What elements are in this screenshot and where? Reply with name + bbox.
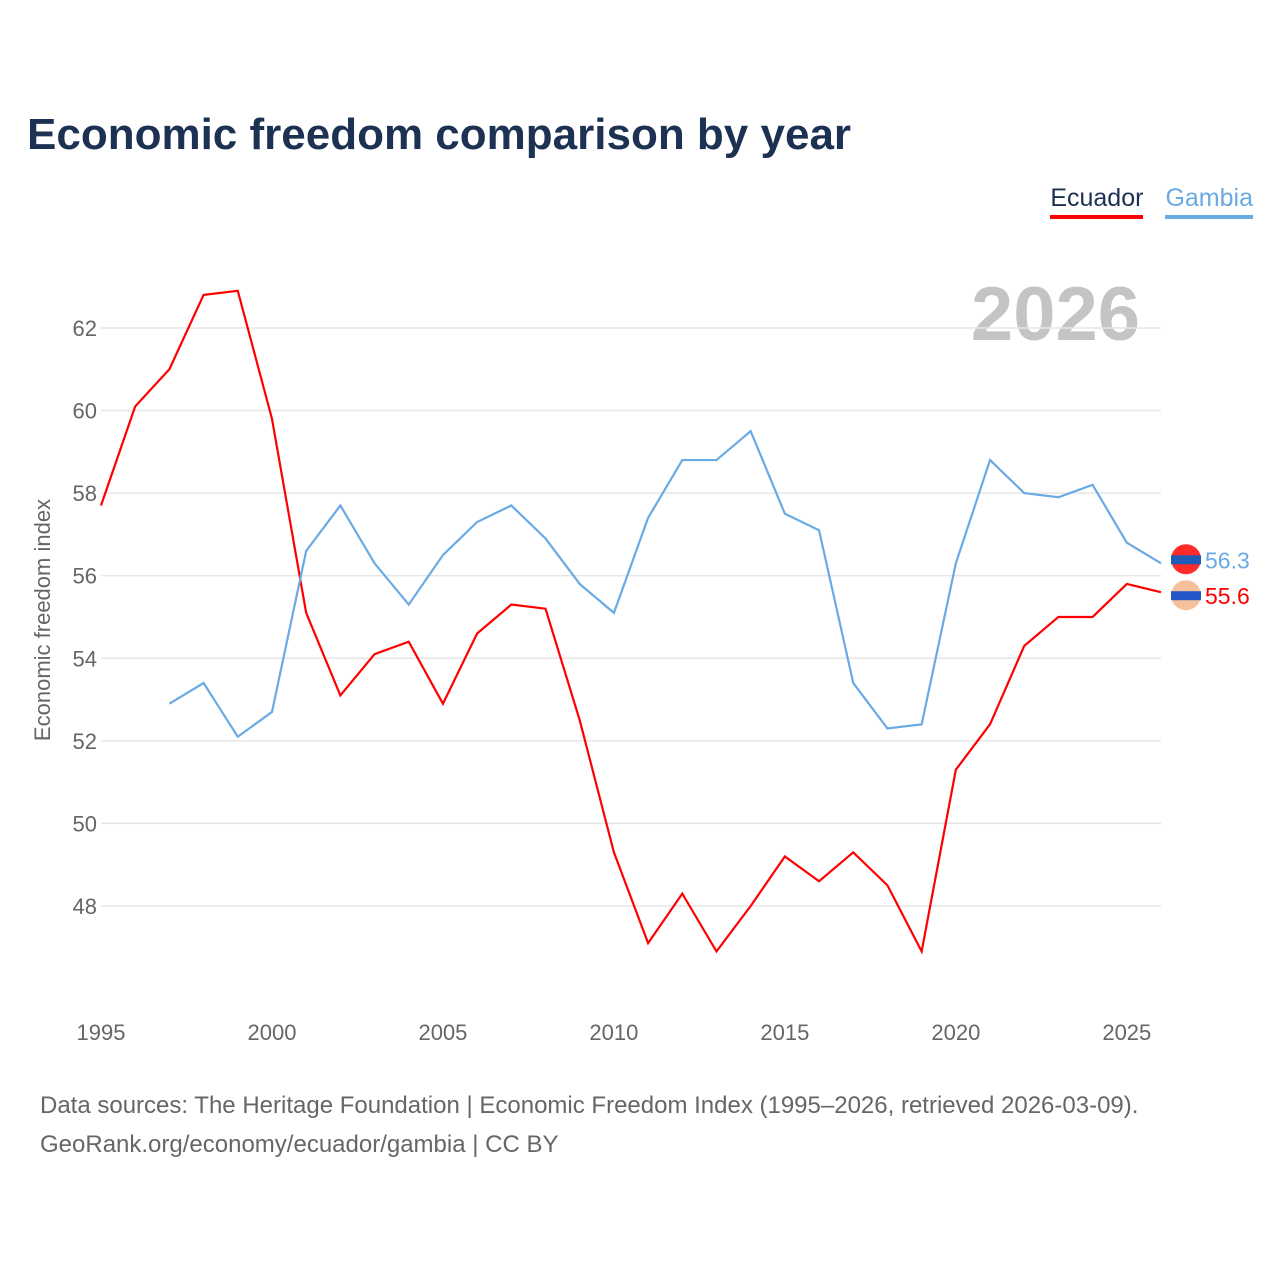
series-line-gambia [168,429,1162,739]
y-tick-label: 54 [73,646,97,671]
year-watermark: 2026 [971,272,1140,357]
x-tick-label: 2005 [418,1020,467,1045]
legend: Ecuador Gambia [1050,184,1253,219]
x-tick-label: 2025 [1102,1020,1151,1045]
y-tick-label: 52 [73,729,97,754]
chart-title: Economic freedom comparison by year [27,110,852,159]
x-tick-label: 1995 [77,1020,126,1045]
legend-gambia[interactable]: Gambia [1165,184,1253,219]
end-value-label-gambia: 56.3 [1205,547,1250,573]
footer: Data sources: The Heritage Foundation | … [40,1086,1138,1164]
y-tick-label: 60 [73,399,97,424]
legend-ecuador[interactable]: Ecuador [1050,184,1144,219]
y-tick-label: 62 [73,316,97,341]
x-tick-label: 2000 [247,1020,296,1045]
flag-stripe [1171,555,1201,565]
y-tick-label: 58 [73,481,97,506]
y-tick-label: 56 [73,564,97,589]
series-line-ecuador [99,289,1162,955]
y-tick-label: 48 [73,894,97,919]
end-value-label-ecuador: 55.6 [1205,583,1250,609]
x-tick-label: 2015 [760,1020,809,1045]
x-tick-label: 2010 [589,1020,638,1045]
y-tick-label: 50 [73,811,97,836]
data-source: Data sources: The Heritage Foundation | … [40,1092,1139,1119]
source-link[interactable]: GeoRank.org/economy/ecuador/gambia | CC … [40,1131,559,1158]
flag-stripe [1171,591,1201,601]
y-axis-label: Economic freedom index [30,499,55,741]
x-tick-label: 2020 [931,1020,980,1045]
